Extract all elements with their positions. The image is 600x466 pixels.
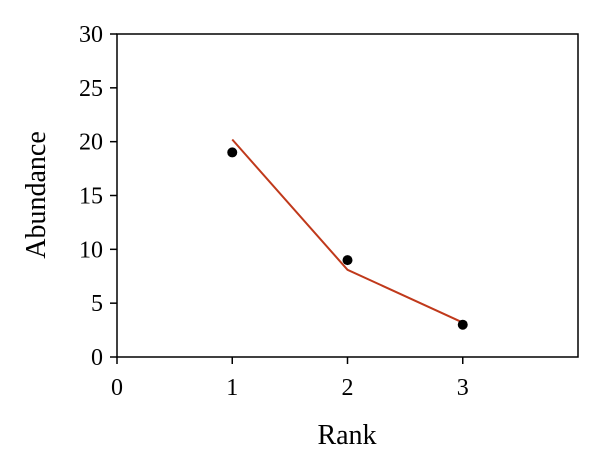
y-tick-label: 25 <box>79 76 103 102</box>
x-axis-label: Rank <box>317 420 376 451</box>
x-tick-label: 3 <box>457 375 469 401</box>
x-tick-label: 1 <box>226 375 238 401</box>
y-tick-label: 15 <box>79 184 103 210</box>
data-point <box>457 319 468 330</box>
y-tick-label: 30 <box>79 22 103 48</box>
plot-frame <box>116 33 579 358</box>
x-tick-label: 2 <box>342 375 354 401</box>
data-point <box>342 255 353 266</box>
y-tick-label: 20 <box>79 130 103 156</box>
y-tick-label: 10 <box>79 237 103 263</box>
fit-line <box>231 138 464 324</box>
x-tick-label: 0 <box>111 375 123 401</box>
y-tick-label: 0 <box>91 345 103 371</box>
data-point <box>227 147 238 158</box>
y-tick-label: 5 <box>91 291 103 317</box>
y-axis-label: Abundance <box>21 131 52 259</box>
